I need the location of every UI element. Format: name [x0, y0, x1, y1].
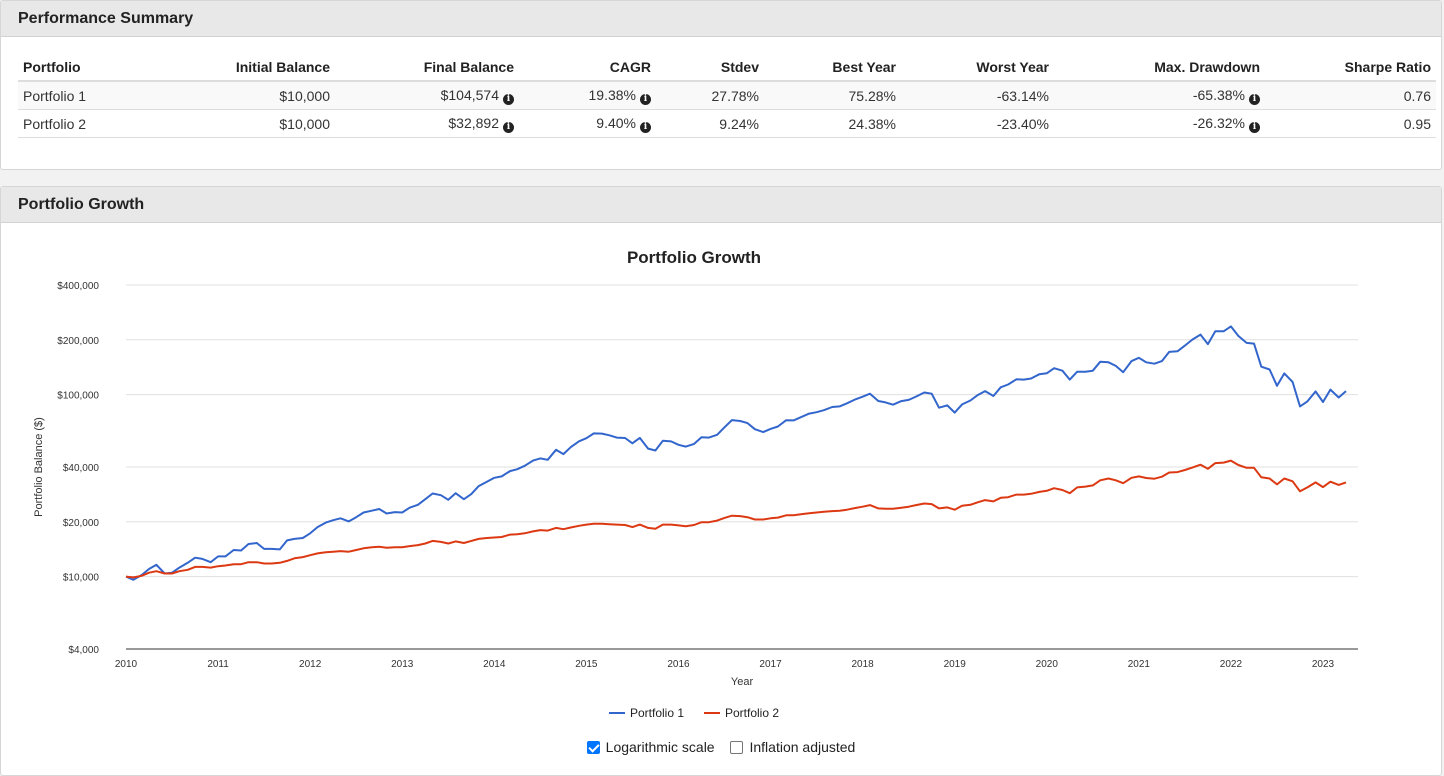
- x-tick-label: 2019: [944, 659, 967, 670]
- sharpe-ratio: 0.95: [1265, 109, 1436, 138]
- best-year: 75.28%: [764, 81, 901, 110]
- x-tick-label: 2010: [115, 659, 138, 670]
- x-tick-label: 2023: [1312, 659, 1335, 670]
- portfolio-name: Portfolio 1: [18, 81, 158, 110]
- max-drawdown: -26.32%: [1192, 114, 1245, 131]
- col-portfolio: Portfolio: [18, 53, 158, 82]
- log-scale-label: Logarithmic scale: [605, 739, 715, 755]
- final-balance: $104,574: [440, 86, 499, 103]
- final-balance: $32,892: [448, 114, 499, 131]
- performance-summary-title: Performance Summary: [1, 1, 1441, 37]
- x-tick-label: 2012: [299, 659, 322, 670]
- table-header-row: Portfolio Initial Balance Final Balance …: [18, 53, 1436, 82]
- x-tick-label: 2022: [1220, 659, 1243, 670]
- log-scale-toggle[interactable]: Logarithmic scale: [586, 739, 715, 755]
- worst-year: -23.40%: [901, 109, 1054, 138]
- legend-label: Portfolio 2: [725, 706, 779, 720]
- x-axis-label: Year: [731, 676, 754, 688]
- x-tick-label: 2021: [1128, 659, 1151, 670]
- y-tick-label: $100,000: [57, 391, 99, 402]
- portfolio-growth-chart: Portfolio Growth $4,000 $10,000 $20,000 $40,…: [33, 248, 1358, 720]
- inflation-checkbox[interactable]: [730, 741, 744, 754]
- table-row: Portfolio 2 $10,000 $32,892 i 9.40% i 9.24…: [18, 109, 1436, 138]
- performance-summary-table: Portfolio Initial Balance Final Balance …: [18, 53, 1436, 138]
- y-tick-label: $4,000: [68, 645, 99, 656]
- x-tick-label: 2017: [759, 659, 782, 670]
- x-tick-label: 2013: [391, 659, 414, 670]
- y-tick-label: $400,000: [57, 281, 99, 292]
- info-circle-icon[interactable]: i: [503, 93, 514, 105]
- cagr: 9.40%: [596, 114, 636, 131]
- y-tick-label: $10,000: [63, 573, 100, 584]
- sharpe-ratio: 0.76: [1265, 81, 1436, 110]
- chart-options: Logarithmic scale Inflation adjusted: [1, 739, 1441, 755]
- final-balance-cell: $32,892 i: [335, 109, 519, 138]
- legend-label: Portfolio 1: [630, 706, 684, 720]
- inflation-toggle[interactable]: Inflation adjusted: [730, 739, 855, 755]
- stdev: 9.24%: [656, 109, 764, 138]
- chart-title: Portfolio Growth: [627, 248, 761, 267]
- final-balance-cell: $104,574 i: [335, 81, 519, 110]
- log-scale-checkbox[interactable]: [586, 741, 600, 754]
- x-tick-label: 2014: [483, 659, 506, 670]
- x-tick-label: 2016: [667, 659, 690, 670]
- worst-year: -63.14%: [901, 81, 1054, 110]
- y-tick-label: $200,000: [57, 336, 99, 347]
- y-tick-label: $40,000: [63, 463, 100, 474]
- max-drawdown-cell: -65.38% i: [1054, 81, 1265, 110]
- portfolio-name: Portfolio 2: [18, 109, 158, 138]
- cagr: 19.38%: [588, 86, 636, 103]
- x-tick-label: 2020: [1036, 659, 1059, 670]
- info-circle-icon[interactable]: i: [1249, 121, 1260, 133]
- initial-balance: $10,000: [158, 81, 335, 110]
- max-drawdown: -65.38%: [1192, 86, 1245, 103]
- table-row: Portfolio 1 $10,000 $104,574 i 19.38% i 27…: [18, 81, 1436, 110]
- inflation-label: Inflation adjusted: [749, 739, 856, 755]
- series-line-portfolio-1: [125, 325, 1347, 581]
- col-sharpe-ratio: Sharpe Ratio: [1265, 53, 1436, 82]
- x-tick-label: 2015: [575, 659, 598, 670]
- y-axis-label: Portfolio Balance ($): [33, 417, 45, 517]
- y-tick-label: $20,000: [63, 518, 100, 529]
- stdev: 27.78%: [656, 81, 764, 110]
- cagr-cell: 9.40% i: [519, 109, 656, 138]
- col-best-year: Best Year: [764, 53, 901, 82]
- x-tick-label: 2018: [851, 659, 874, 670]
- performance-summary-panel: Performance Summary Portfolio Initial Ba…: [0, 0, 1442, 170]
- col-stdev: Stdev: [656, 53, 764, 82]
- col-max-drawdown: Max. Drawdown: [1054, 53, 1265, 82]
- portfolio-growth-header: Portfolio Growth: [1, 187, 1441, 223]
- col-cagr: CAGR: [519, 53, 656, 82]
- col-initial-balance: Initial Balance: [158, 53, 335, 82]
- col-worst-year: Worst Year: [901, 53, 1054, 82]
- best-year: 24.38%: [764, 109, 901, 138]
- series-line-portfolio-2: [125, 459, 1347, 579]
- col-final-balance: Final Balance: [335, 53, 519, 82]
- info-circle-icon[interactable]: i: [640, 121, 651, 133]
- portfolio-growth-panel: Portfolio Growth Portfolio Growth $4,000 $…: [0, 186, 1442, 776]
- cagr-cell: 19.38% i: [519, 81, 656, 110]
- initial-balance: $10,000: [158, 109, 335, 138]
- info-circle-icon[interactable]: i: [1249, 93, 1260, 105]
- info-circle-icon[interactable]: i: [503, 121, 514, 133]
- info-circle-icon[interactable]: i: [640, 93, 651, 105]
- max-drawdown-cell: -26.32% i: [1054, 109, 1265, 138]
- x-tick-label: 2011: [207, 659, 229, 670]
